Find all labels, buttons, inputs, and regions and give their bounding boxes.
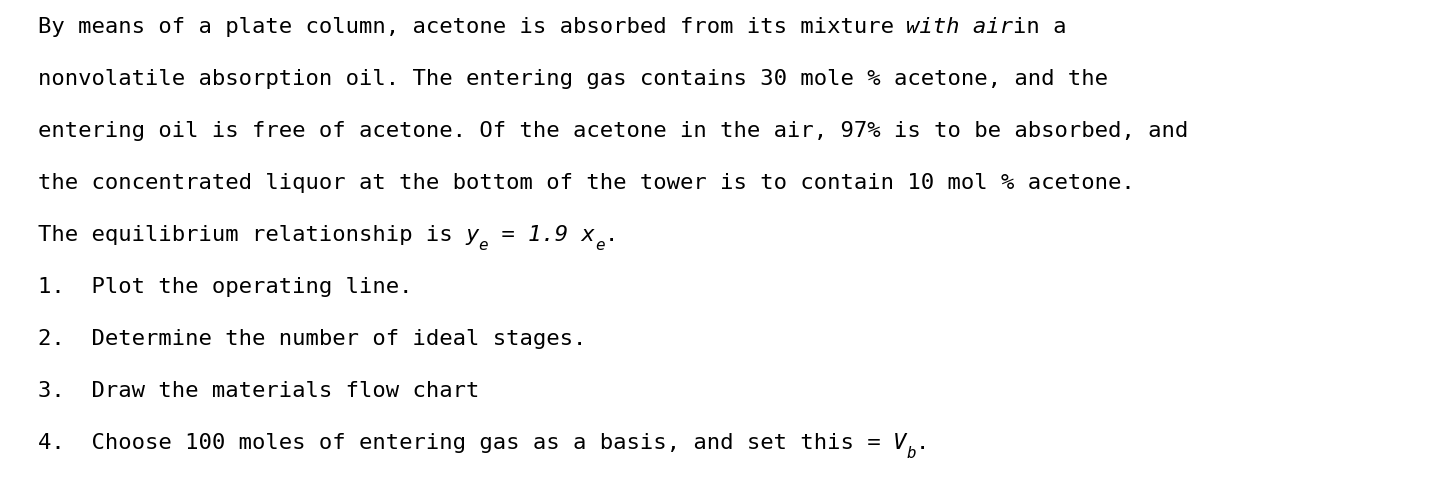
Text: with air: with air xyxy=(906,17,1014,37)
Text: e: e xyxy=(478,238,488,253)
Text: b: b xyxy=(906,446,916,461)
Text: the concentrated liquor at the bottom of the tower is to contain 10 mol % aceton: the concentrated liquor at the bottom of… xyxy=(37,173,1134,193)
Text: The equilibrium relationship is: The equilibrium relationship is xyxy=(37,225,467,245)
Text: .: . xyxy=(916,433,929,453)
Text: 1.  Plot the operating line.: 1. Plot the operating line. xyxy=(37,277,412,297)
Text: 2.  Determine the number of ideal stages.: 2. Determine the number of ideal stages. xyxy=(37,329,586,349)
Text: .: . xyxy=(605,225,617,245)
Text: entering oil is free of acetone. Of the acetone in the air, 97% is to be absorbe: entering oil is free of acetone. Of the … xyxy=(37,121,1188,141)
Text: y: y xyxy=(465,225,478,245)
Text: 4.  Choose 100 moles of entering gas as a basis, and set this =: 4. Choose 100 moles of entering gas as a… xyxy=(37,433,895,453)
Text: nonvolatile absorption oil. The entering gas contains 30 mole % acetone, and the: nonvolatile absorption oil. The entering… xyxy=(37,69,1109,89)
Text: By means of a plate column, acetone is absorbed from its mixture: By means of a plate column, acetone is a… xyxy=(37,17,908,37)
Text: 1.9 x: 1.9 x xyxy=(528,225,596,245)
Text: V: V xyxy=(893,433,906,453)
Text: =: = xyxy=(488,225,528,245)
Text: e: e xyxy=(595,238,605,253)
Text: 3.  Draw the materials flow chart: 3. Draw the materials flow chart xyxy=(37,381,480,401)
Text: in a: in a xyxy=(1012,17,1067,37)
